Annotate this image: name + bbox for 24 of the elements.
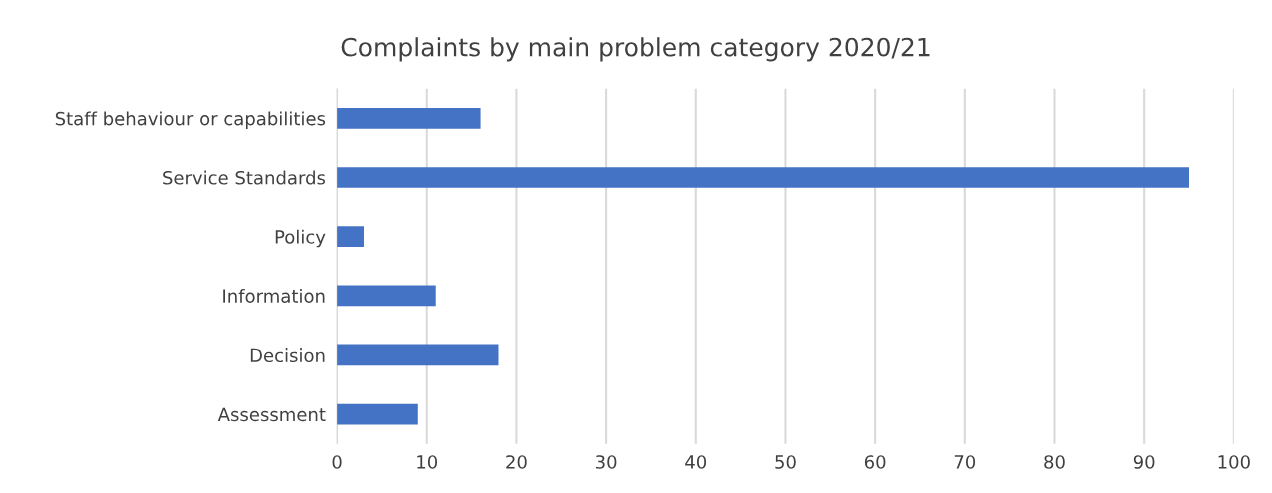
y-tick-label: Decision bbox=[250, 348, 325, 363]
y-tick-label: Policy bbox=[275, 229, 326, 248]
x-tick-label: 20 bbox=[506, 455, 527, 469]
bar bbox=[337, 285, 436, 307]
bar bbox=[337, 344, 499, 366]
x-tick-label: 10 bbox=[417, 455, 438, 469]
chart-title: Complaints by main problem category 2020/21 bbox=[341, 37, 930, 62]
x-tick-label: 0 bbox=[332, 455, 342, 469]
bar bbox=[337, 167, 1189, 188]
y-tick-label: Assessment bbox=[217, 407, 326, 422]
bar bbox=[337, 107, 481, 129]
y-tick-label: Information bbox=[223, 288, 325, 303]
x-tick-label: 80 bbox=[1044, 455, 1065, 469]
x-tick-label: 70 bbox=[954, 455, 976, 469]
x-tick-label: 100 bbox=[1218, 455, 1250, 469]
x-tick-label: 30 bbox=[596, 455, 617, 469]
x-tick-label: 60 bbox=[864, 455, 886, 469]
y-tick-label: Service Standards bbox=[163, 170, 326, 185]
y-tick-label: Staff behaviour or capabilities bbox=[55, 111, 326, 129]
x-tick-label: 40 bbox=[685, 455, 707, 469]
x-tick-label: 90 bbox=[1133, 455, 1155, 469]
bar bbox=[337, 403, 418, 425]
x-tick-label: 50 bbox=[775, 455, 796, 469]
bar bbox=[337, 226, 364, 247]
